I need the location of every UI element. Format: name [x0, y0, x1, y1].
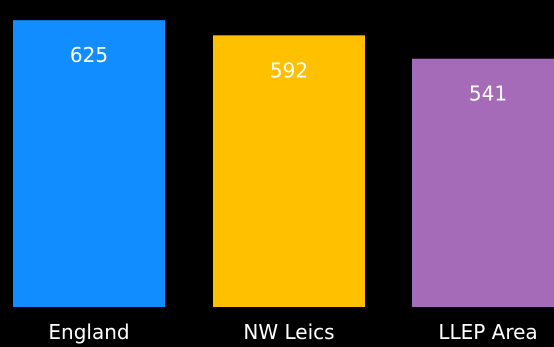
data-label: 625: [70, 43, 108, 67]
data-label: 592: [270, 58, 308, 82]
data-label: 541: [469, 82, 507, 106]
category-label: England: [48, 320, 129, 344]
bar-nw-leics: [213, 35, 365, 307]
category-label: LLEP Area: [438, 320, 537, 344]
bar-england: [13, 20, 165, 307]
bar-llep-area: [412, 58, 554, 307]
category-label: NW Leics: [243, 320, 334, 344]
